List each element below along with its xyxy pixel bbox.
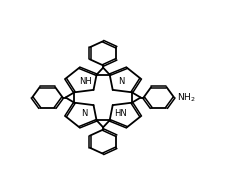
Text: NH$_2$: NH$_2$	[176, 91, 195, 104]
Text: NH: NH	[79, 77, 92, 86]
Text: HN: HN	[114, 109, 127, 118]
Text: N: N	[82, 109, 88, 118]
Text: N: N	[118, 77, 125, 86]
